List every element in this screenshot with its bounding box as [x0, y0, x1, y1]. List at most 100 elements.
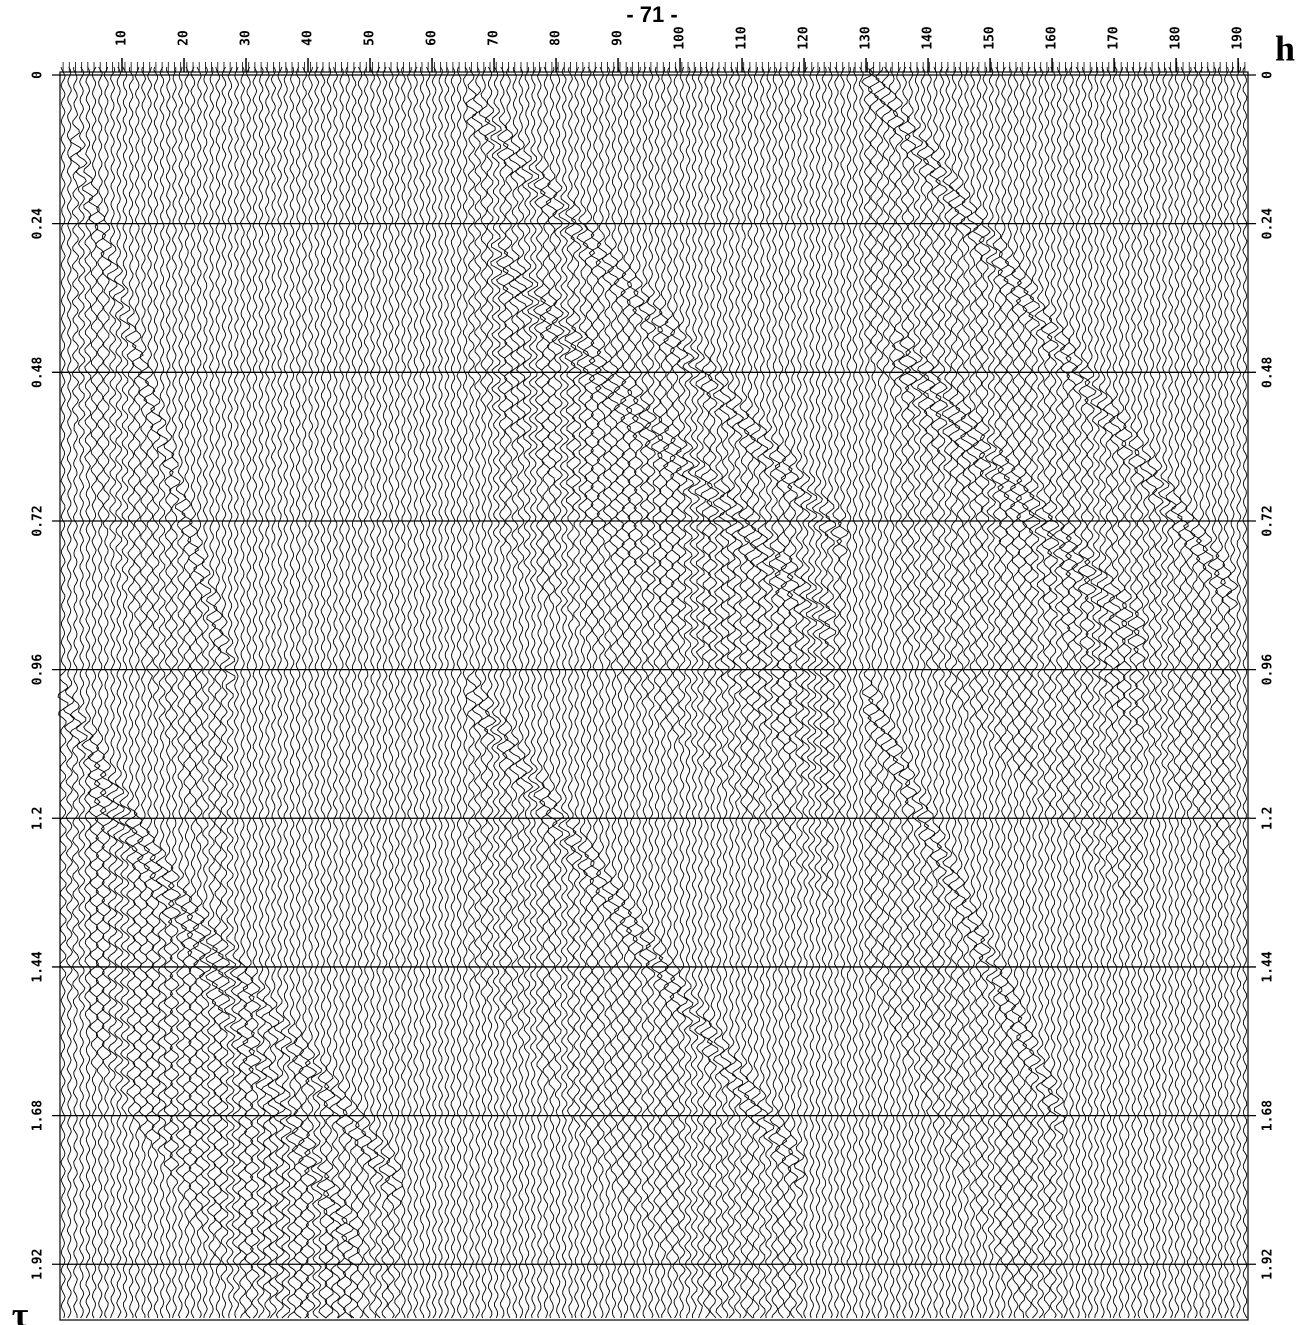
- wiggle-trace: [124, 66, 138, 1319]
- y-tick-label-right: 0.72: [1261, 505, 1276, 536]
- y-tick-label: 0.24: [31, 208, 46, 239]
- wiggle-trace: [978, 66, 992, 1319]
- wiggle-trace: [910, 66, 924, 1319]
- wiggle-trace: [1108, 66, 1122, 1319]
- wiggle-trace: [1202, 66, 1214, 1319]
- wiggle-trace: [724, 66, 738, 1319]
- wiggle-trace: [942, 66, 955, 1319]
- wiggle-trace: [662, 66, 676, 1319]
- wiggle-trace: [1015, 66, 1029, 1319]
- y-tick-label-right: 1.68: [1261, 1100, 1276, 1131]
- wiggle-trace: [255, 66, 267, 1319]
- wiggle-trace: [1220, 66, 1233, 1319]
- wiggle-trace: [367, 66, 379, 1319]
- wiggle-trace: [99, 66, 114, 1319]
- wiggle-trace: [687, 66, 701, 1319]
- wiggle-trace: [62, 66, 75, 1319]
- wiggle-trace: [155, 66, 169, 1319]
- wiggle-trace: [718, 66, 732, 1319]
- x-tick-label: 130: [859, 26, 874, 50]
- y-tick-label-right: 0.96: [1261, 654, 1276, 685]
- wiggle-trace: [1151, 66, 1165, 1319]
- wiggle-trace: [966, 66, 980, 1319]
- wiggle-trace: [520, 67, 534, 1319]
- wiggle-trace: [1034, 66, 1048, 1319]
- wiggle-trace: [830, 66, 843, 1319]
- wiggle-trace: [551, 66, 565, 1319]
- x-tick-label: 170: [1107, 26, 1122, 50]
- y-tick-label: 0: [31, 71, 46, 79]
- wiggle-trace: [539, 66, 552, 1319]
- wiggle-trace: [1242, 66, 1248, 1319]
- wiggle-trace: [75, 66, 88, 1319]
- wiggle-trace: [489, 66, 503, 1319]
- wiggle-trace: [836, 66, 849, 1319]
- wiggle-trace: [354, 66, 367, 1319]
- wiggle-trace: [419, 66, 425, 1319]
- x-tick-label: 140: [921, 26, 936, 50]
- wiggle-trace: [81, 66, 94, 1319]
- wiggle-trace: [384, 66, 397, 1319]
- wiggle-trace: [1171, 66, 1183, 1319]
- wiggle-trace: [818, 66, 831, 1319]
- wiggle-trace: [167, 66, 182, 1319]
- wiggle-trace: [706, 66, 720, 1319]
- x-tick-label: 80: [549, 30, 564, 46]
- x-tick-label: 120: [797, 26, 812, 50]
- wiggle-trace: [267, 66, 280, 1319]
- wiggle-trace: [69, 67, 83, 1319]
- wiggle-trace: [450, 66, 456, 1319]
- wiggle-trace: [462, 66, 468, 1319]
- wiggle-trace: [118, 66, 132, 1319]
- wiggle-trace: [570, 66, 584, 1319]
- x-tick-label: 150: [983, 26, 998, 50]
- wiggle-trace: [502, 66, 516, 1319]
- wiggle-trace: [712, 66, 726, 1319]
- wiggle-trace: [730, 66, 745, 1319]
- y-tick-label: 1.68: [31, 1100, 46, 1131]
- wiggle-trace: [897, 66, 912, 1319]
- wiggle-trace: [607, 66, 621, 1319]
- wiggle-trace: [694, 66, 707, 1319]
- wiggle-trace: [229, 66, 243, 1319]
- wiggle-trace: [811, 66, 825, 1319]
- wiggle-trace: [136, 66, 151, 1319]
- wiggle-trace: [588, 66, 602, 1319]
- wiggle-trace: [400, 66, 407, 1319]
- wiggle-traces: [57, 66, 1248, 1319]
- wiggle-trace: [465, 66, 478, 1319]
- wiggle-trace: [805, 66, 818, 1319]
- wiggle-trace: [780, 66, 794, 1319]
- wiggle-trace: [413, 66, 419, 1319]
- wiggle-trace: [650, 66, 664, 1319]
- wiggle-trace: [935, 66, 949, 1319]
- y-tick-label-right: 0.48: [1261, 356, 1276, 387]
- wiggle-trace: [1071, 66, 1085, 1319]
- wiggle-trace: [1177, 66, 1189, 1319]
- wiggle-trace: [953, 66, 967, 1319]
- wiggle-trace: [248, 66, 262, 1319]
- wiggle-trace: [852, 66, 858, 1319]
- wiggle-trace: [285, 66, 299, 1319]
- wiggle-trace: [1096, 66, 1109, 1319]
- wiggle-trace: [280, 66, 292, 1319]
- wiggle-trace: [631, 67, 646, 1319]
- wiggle-trace: [861, 66, 875, 1319]
- wiggle-trace: [858, 66, 864, 1319]
- wiggle-trace: [1058, 66, 1073, 1319]
- wiggle-trace: [798, 66, 813, 1319]
- x-tick-label: 90: [611, 30, 626, 46]
- wiggle-trace: [576, 66, 590, 1319]
- y-tick-label-right: 1.44: [1261, 951, 1276, 982]
- wiggle-trace: [425, 66, 431, 1319]
- y-tick-label: 1.2: [31, 807, 46, 830]
- y-tick-label: 1.92: [31, 1249, 46, 1280]
- wiggle-trace: [260, 66, 274, 1319]
- wiggle-trace: [477, 66, 491, 1319]
- wiggle-trace: [891, 66, 906, 1319]
- wiggle-trace: [1028, 66, 1042, 1319]
- wiggle-trace: [112, 66, 126, 1319]
- wiggle-trace: [929, 66, 943, 1319]
- wiggle-trace: [328, 66, 342, 1319]
- wiggle-trace: [407, 66, 413, 1319]
